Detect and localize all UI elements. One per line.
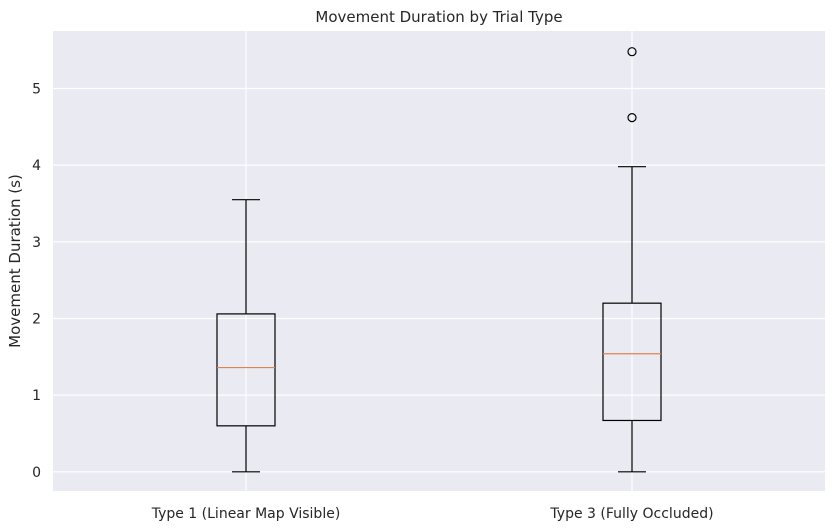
chart-title: Movement Duration by Trial Type	[315, 8, 562, 26]
outlier-point	[627, 47, 637, 57]
box-layer	[216, 47, 662, 473]
y-tick-label: 2	[32, 312, 41, 328]
y-tick-label: 5	[32, 82, 41, 98]
iqr-box	[602, 302, 662, 422]
y-tick-label: 3	[32, 235, 41, 251]
tick-layer: 0 1 2 3 4 5 Type 1 (Linear Map Visible) Type 3 …	[32, 82, 713, 523]
x-tick-label: Type 3 (Fully Occluded)	[549, 506, 713, 522]
y-tick-label: 0	[32, 465, 41, 481]
grid-layer	[53, 31, 825, 491]
y-tick-label: 4	[32, 158, 41, 174]
x-tick-label: Type 1 (Linear Map Visible)	[151, 506, 341, 522]
y-tick-label: 1	[32, 388, 41, 404]
box-group	[216, 199, 276, 473]
box-group	[602, 47, 662, 473]
outlier-point	[627, 113, 637, 123]
plot-area	[53, 31, 825, 491]
iqr-box	[216, 313, 276, 427]
y-axis-title: Movement Duration (s)	[6, 174, 24, 348]
